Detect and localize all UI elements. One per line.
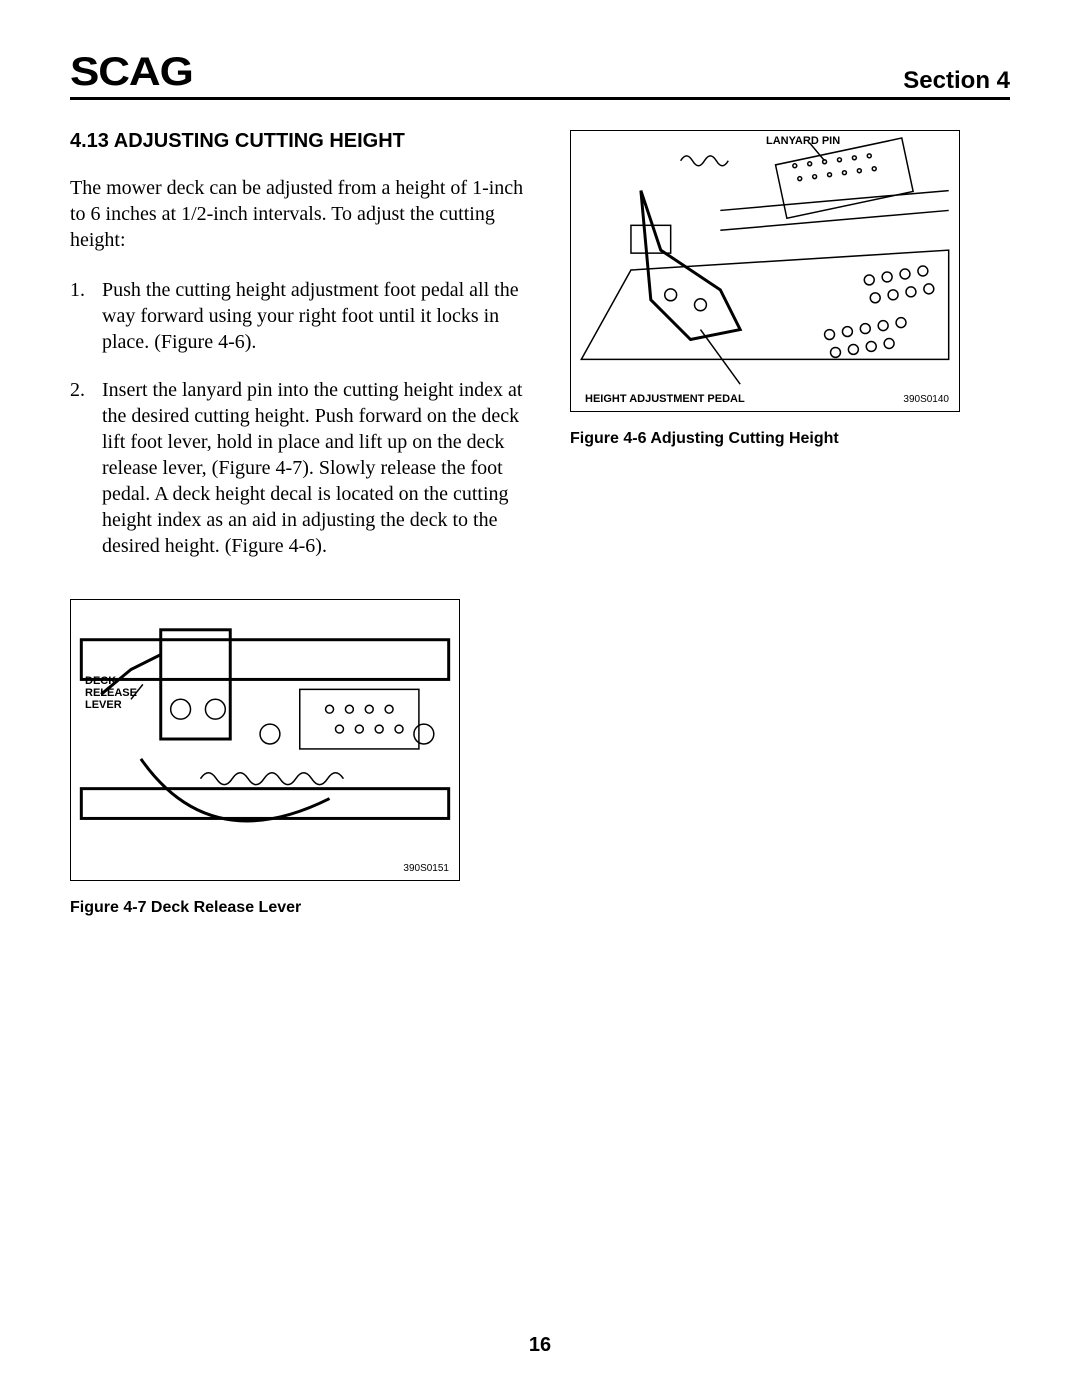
brand-logo: SCAG — [70, 50, 193, 95]
step-item: Push the cutting height adjustment foot … — [70, 277, 530, 355]
figure-4-6-caption: Figure 4-6 Adjusting Cutting Height — [570, 430, 960, 712]
figure-part-number: 390S0151 — [403, 863, 449, 874]
logo-text: SCAG — [70, 50, 193, 94]
section-title-text: ADJUSTING CUTTING HEIGHT — [114, 130, 405, 152]
adjusting-cutting-height-diagram — [571, 131, 959, 411]
page-header: SCAG Section 4 — [70, 50, 1010, 100]
steps-list: Push the cutting height adjustment foot … — [70, 277, 530, 559]
page-number: 16 — [0, 1334, 1080, 1357]
intro-paragraph: The mower deck can be adjusted from a he… — [70, 175, 530, 253]
right-column: LANYARD PIN HEIGHT ADJUSTMENT PEDAL 390S… — [560, 130, 980, 917]
content-columns: 4.13 ADJUSTING CUTTING HEIGHT The mower … — [70, 130, 1010, 917]
figure-part-number: 390S0140 — [903, 394, 949, 405]
figure-4-7-caption: Figure 4-7 Deck Release Lever — [70, 899, 530, 917]
figure-4-6: LANYARD PIN HEIGHT ADJUSTMENT PEDAL 390S… — [570, 130, 960, 412]
callout-lanyard-pin: LANYARD PIN — [766, 135, 840, 147]
figure-4-7: DECK RELEASE LEVER 390S0151 — [70, 599, 460, 881]
section-label: Section 4 — [903, 67, 1010, 95]
callout-deck-release-lever: DECK RELEASE LEVER — [85, 675, 137, 711]
left-column: 4.13 ADJUSTING CUTTING HEIGHT The mower … — [70, 130, 530, 917]
deck-release-lever-diagram — [71, 600, 459, 880]
section-title: 4.13 ADJUSTING CUTTING HEIGHT — [70, 130, 530, 153]
callout-height-adjustment-pedal: HEIGHT ADJUSTMENT PEDAL — [585, 393, 745, 405]
section-number: 4.13 — [70, 130, 109, 152]
step-item: Insert the lanyard pin into the cutting … — [70, 377, 530, 559]
